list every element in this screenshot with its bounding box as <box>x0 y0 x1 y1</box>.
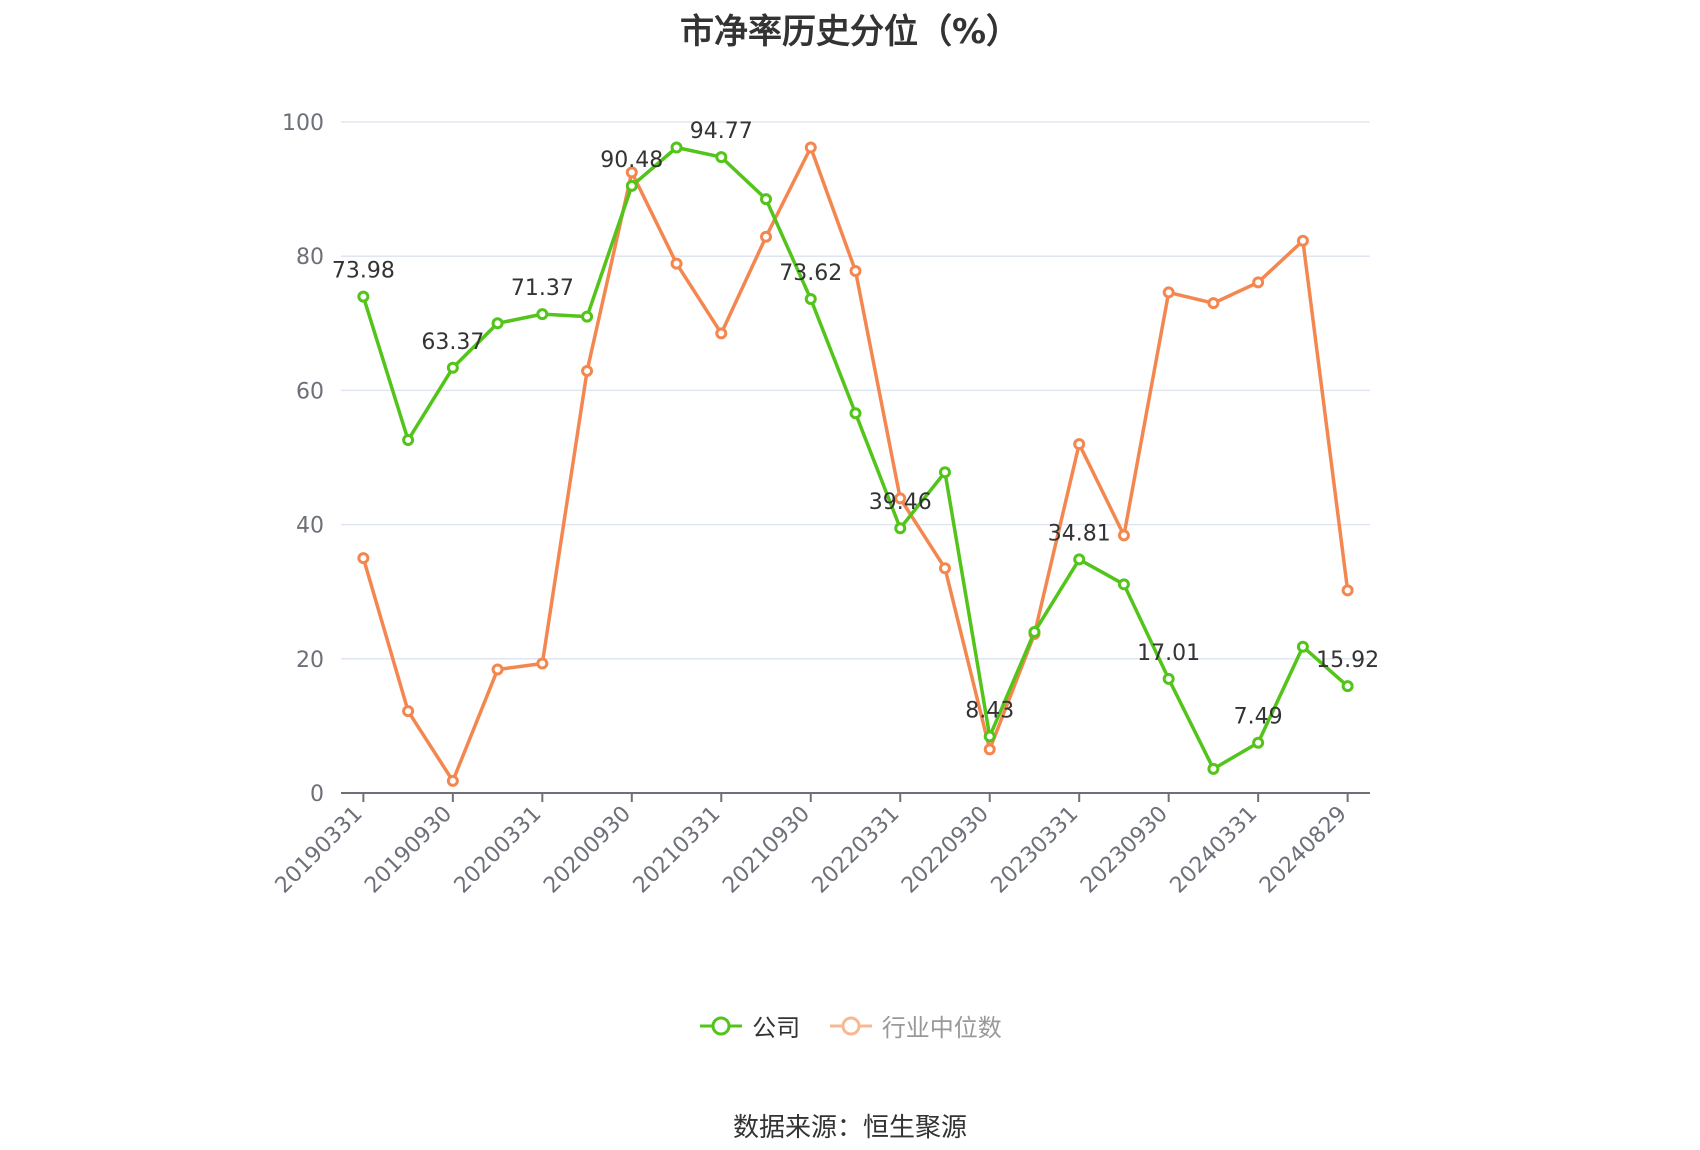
data-point-industry-20190331 <box>357 552 370 565</box>
data-label-20230930: 17.01 <box>1137 641 1200 666</box>
data-point-company-20200630 <box>581 310 594 323</box>
data-point-industry-20190930 <box>446 774 459 787</box>
x-tick-label-20230930: 20230930 <box>1076 802 1173 899</box>
data-point-company-20190930 <box>446 361 459 374</box>
data-source-note: 数据来源：恒生聚源 <box>732 1113 967 1143</box>
data-point-industry-20211231 <box>849 264 862 277</box>
legend-label-company: 公司 <box>752 1014 801 1042</box>
data-label-20220331: 39.46 <box>869 490 932 515</box>
data-point-industry-20210930 <box>804 141 817 154</box>
x-tick-label-20230331: 20230331 <box>987 802 1084 899</box>
x-tick-label-20210331: 20210331 <box>629 802 726 899</box>
data-point-company-20211231 <box>849 407 862 420</box>
legend-marker-industry-icon <box>829 1016 872 1035</box>
data-label-20210331: 94.77 <box>690 119 753 144</box>
x-axis-tick-labels: 2019033120190930202003312020093020210331… <box>271 793 1352 898</box>
data-point-company-20191231 <box>491 317 504 330</box>
legend: 公司 行业中位数 <box>0 1008 1700 1044</box>
series-lines <box>357 141 1354 787</box>
data-labels: 73.98 63.37 71.37 90.48 94.77 73.62 39.46 8.43 3… <box>332 119 1379 730</box>
data-point-industry-20210630 <box>760 230 773 243</box>
data-point-company-20240829 <box>1341 680 1354 693</box>
data-point-company-20240331 <box>1252 736 1265 749</box>
data-point-industry-20240331 <box>1252 276 1265 289</box>
data-point-industry-20230630 <box>1117 529 1130 542</box>
data-point-industry-20190630 <box>402 705 415 718</box>
data-point-industry-20240630 <box>1296 234 1309 247</box>
data-point-industry-20200331 <box>536 657 549 670</box>
data-point-industry-20210331 <box>715 327 728 340</box>
data-label-20210930: 73.62 <box>779 261 842 286</box>
data-point-industry-20220930 <box>983 743 996 756</box>
data-point-company-20210331 <box>715 151 728 164</box>
data-label-20190930: 63.37 <box>421 330 484 355</box>
data-label-20220930: 8.43 <box>965 698 1014 723</box>
data-point-company-20190630 <box>402 434 415 447</box>
data-label-20240331: 7.49 <box>1234 705 1283 730</box>
x-tick-label-20220331: 20220331 <box>808 802 905 899</box>
legend-marker-company-icon <box>700 1016 743 1035</box>
data-point-company-20221231 <box>1028 625 1041 638</box>
data-point-industry-20231231 <box>1207 297 1220 310</box>
data-point-industry-20230930 <box>1162 286 1175 299</box>
y-tick-label-100: 100 <box>282 111 324 136</box>
data-point-industry-20191231 <box>491 663 504 676</box>
data-point-company-20230930 <box>1162 672 1175 685</box>
data-point-industry-20230331 <box>1073 438 1086 451</box>
data-point-industry-20240829 <box>1341 584 1354 597</box>
data-point-industry-20220630 <box>938 562 951 575</box>
data-label-20230331: 34.81 <box>1048 521 1111 546</box>
data-point-company-20220630 <box>938 466 951 479</box>
x-tick-label-20240331: 20240331 <box>1166 802 1263 899</box>
data-point-company-20230331 <box>1073 553 1086 566</box>
data-point-company-20231231 <box>1207 762 1220 775</box>
chart-title: 市净率历史分位（%） <box>679 12 1021 52</box>
legend-item-company[interactable]: 公司 <box>698 1008 800 1043</box>
series-line-company <box>361 145 1349 771</box>
y-tick-label-0: 0 <box>310 782 324 807</box>
data-point-company-20210630 <box>760 193 773 206</box>
data-point-company-20220930 <box>983 730 996 743</box>
data-point-company-20200930 <box>625 179 638 192</box>
y-axis-tick-labels: 0 20 40 60 80 100 <box>282 111 324 807</box>
series-company <box>357 141 1354 775</box>
y-tick-label-80: 80 <box>296 245 324 270</box>
legend-label-industry: 行业中位数 <box>881 1014 1002 1042</box>
data-point-company-20220331 <box>894 522 907 535</box>
series-line-industry <box>361 145 1350 783</box>
y-tick-label-20: 20 <box>296 648 324 673</box>
data-point-industry-20201231 <box>670 257 683 270</box>
data-point-company-20240630 <box>1296 640 1309 653</box>
x-tick-label-20210930: 20210930 <box>718 802 815 899</box>
data-point-industry-20200630 <box>581 364 594 377</box>
x-tick-label-20220930: 20220930 <box>897 802 994 899</box>
data-label-20200930: 90.48 <box>600 148 663 173</box>
data-label-20200331: 71.37 <box>511 276 574 301</box>
data-point-company-20201231 <box>670 141 683 154</box>
series-industry <box>357 141 1354 787</box>
y-tick-label-40: 40 <box>296 514 324 539</box>
grid-lines <box>341 121 1370 660</box>
x-tick-label-20240829: 20240829 <box>1255 802 1352 899</box>
data-point-company-20200331 <box>536 308 549 321</box>
y-tick-label-60: 60 <box>296 379 324 404</box>
data-label-20190331: 73.98 <box>332 259 395 284</box>
legend-item-industry[interactable]: 行业中位数 <box>828 1008 1002 1043</box>
data-point-company-20190331 <box>357 290 370 303</box>
data-point-industry-20220331 <box>894 492 907 505</box>
data-point-company-20230630 <box>1117 578 1130 591</box>
x-tick-label-20200331: 20200331 <box>450 802 547 899</box>
data-label-20240829: 15.92 <box>1316 648 1379 673</box>
data-point-industry-20200930 <box>625 166 638 179</box>
x-tick-label-20200930: 20200930 <box>539 802 636 899</box>
x-tick-label-20190331: 20190331 <box>271 802 368 899</box>
x-tick-label-20190930: 20190930 <box>360 802 457 899</box>
data-point-company-20210930 <box>804 293 817 306</box>
